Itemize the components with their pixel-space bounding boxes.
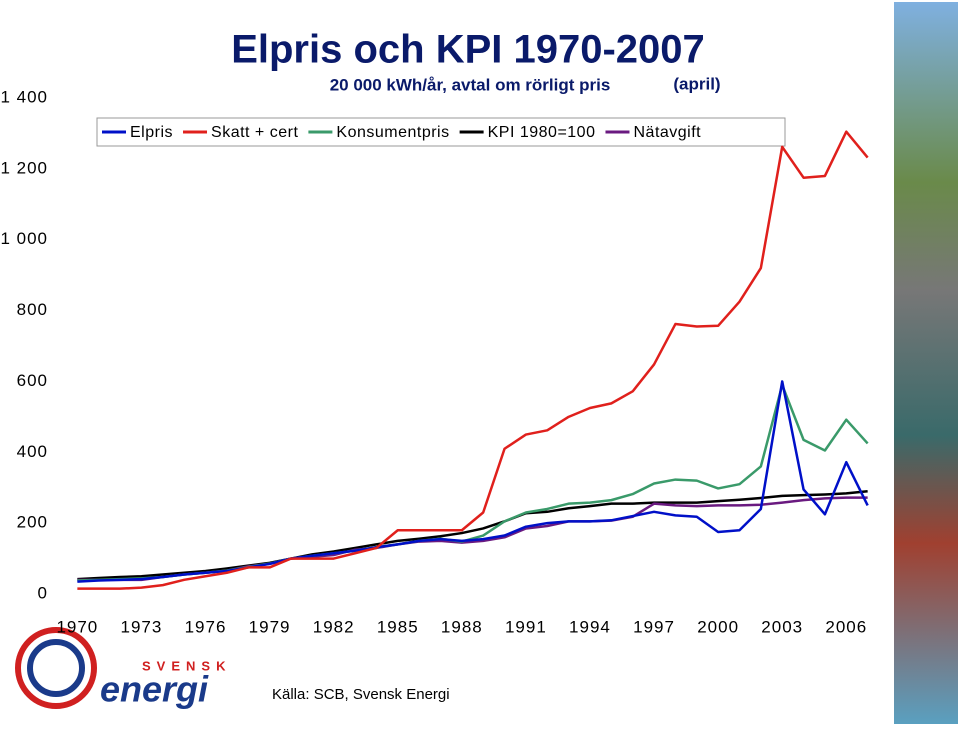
legend-box (96, 117, 786, 147)
legend-label: Skatt + cert (211, 124, 298, 141)
subtitle: 20 000 kWh/år, avtal om rörligt pris (330, 75, 611, 94)
x-tick-label: 1985 (377, 617, 419, 636)
x-tick-label: 2006 (825, 617, 867, 636)
legend-label: Elpris (130, 124, 173, 141)
x-tick-label: 2003 (761, 617, 803, 636)
y-tick-label: 800 (17, 300, 48, 319)
x-tick-label: 1991 (505, 617, 547, 636)
brand-top: SVENSK (142, 658, 231, 673)
annotation: (april) (673, 74, 720, 93)
x-tick-label: 2000 (697, 617, 739, 636)
y-tick-label: 0 (38, 583, 48, 602)
y-tick-label: 1 400 (0, 87, 48, 106)
logo-ring (27, 639, 85, 697)
photo-strip (894, 2, 958, 724)
series-line (77, 490, 868, 581)
logo: SVENSK energi (15, 627, 231, 710)
y-tick-label: 600 (17, 371, 48, 390)
y-tick-label: 200 (17, 513, 48, 532)
series-line (77, 130, 869, 590)
legend-label: KPI 1980=100 (488, 124, 596, 141)
x-tick-label: 1973 (121, 617, 163, 636)
x-tick-label: 1976 (185, 617, 227, 636)
x-tick-label: 1982 (313, 617, 355, 636)
y-tick-label: 1 000 (0, 229, 48, 248)
legend-label: Konsumentpris (336, 124, 449, 141)
source: Källa: SCB, Svensk Energi (272, 686, 450, 703)
y-tick-label: 1 200 (0, 158, 48, 177)
x-tick-label: 1970 (56, 617, 98, 636)
chart-title: Elpris och KPI 1970-2007 (231, 28, 705, 72)
series-line (77, 380, 869, 583)
x-tick-label: 1979 (249, 617, 291, 636)
x-tick-label: 1994 (569, 617, 611, 636)
legend-label: Nätavgift (633, 124, 701, 141)
x-tick-label: 1988 (441, 617, 483, 636)
brand-name: energi (100, 669, 209, 710)
x-tick-label: 1997 (633, 617, 675, 636)
y-tick-label: 400 (17, 442, 48, 461)
logo-ring (15, 627, 97, 709)
series-line (77, 383, 869, 582)
